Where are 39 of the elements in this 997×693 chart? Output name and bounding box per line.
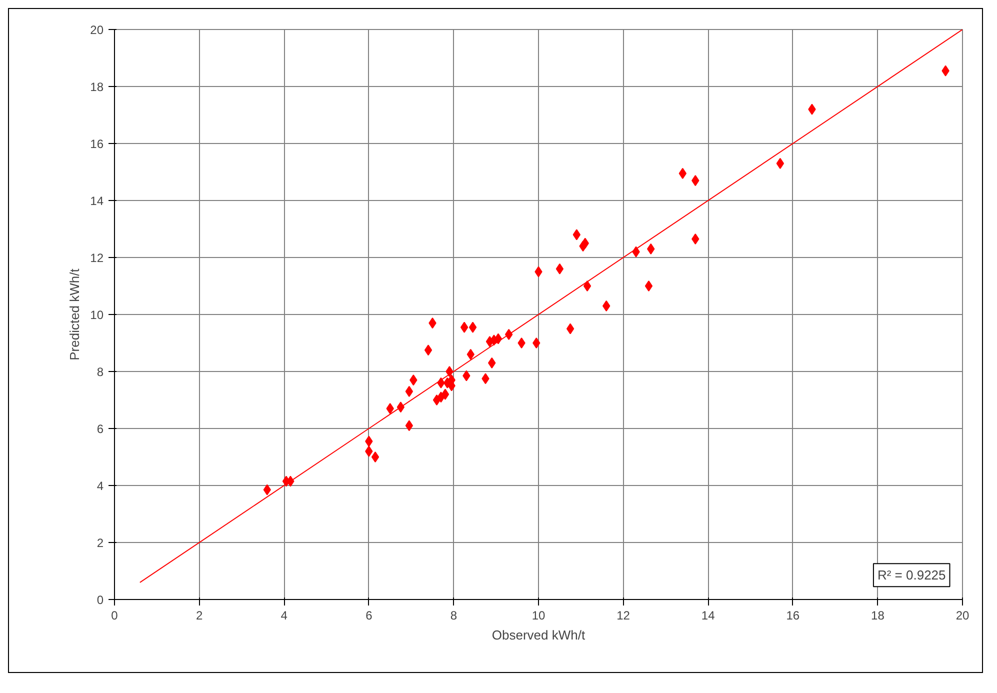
x-tick-label: 6 (366, 608, 373, 622)
point (532, 338, 540, 348)
x-tick-label: 2 (196, 608, 203, 622)
y-tick-label: 12 (90, 251, 104, 265)
point (583, 280, 592, 292)
point (405, 420, 414, 432)
x-tick-label: 12 (616, 608, 630, 622)
y-tick-label: 14 (90, 194, 104, 208)
point (441, 388, 450, 400)
point (371, 452, 380, 462)
y-tick-label: 2 (96, 536, 104, 550)
point (424, 344, 432, 356)
x-tick-label: 16 (786, 608, 800, 622)
annotation: R² = 0.9225 (877, 568, 946, 583)
x-tick-label: 4 (280, 608, 288, 622)
x-tick-label: 0 (111, 608, 118, 622)
point (468, 322, 477, 333)
x-tick-label: 8 (450, 608, 458, 622)
x-tick-label: 14 (701, 608, 716, 622)
point (556, 263, 564, 274)
x-tick-label: 18 (871, 608, 885, 622)
y-tick-label: 18 (90, 80, 104, 94)
x-tick-label: 10 (532, 608, 546, 622)
y-axis-title: Predicted kWh/t (67, 268, 82, 360)
y-tick-label: 16 (90, 137, 104, 151)
y-tick-label: 4 (96, 479, 104, 493)
y-tick-label: 8 (96, 365, 104, 379)
y-tick-label: 10 (90, 308, 104, 322)
point (776, 158, 784, 169)
point (460, 322, 468, 333)
point (644, 280, 653, 292)
point (405, 386, 414, 397)
x-axis-title: Observed kWh/t (492, 628, 586, 642)
x-tick-label: 20 (956, 608, 970, 622)
point (518, 338, 526, 348)
y-tick-label: 20 (90, 23, 104, 37)
point (566, 323, 574, 334)
y-tick-label: 0 (96, 593, 104, 607)
y-tick-label: 6 (96, 422, 104, 436)
